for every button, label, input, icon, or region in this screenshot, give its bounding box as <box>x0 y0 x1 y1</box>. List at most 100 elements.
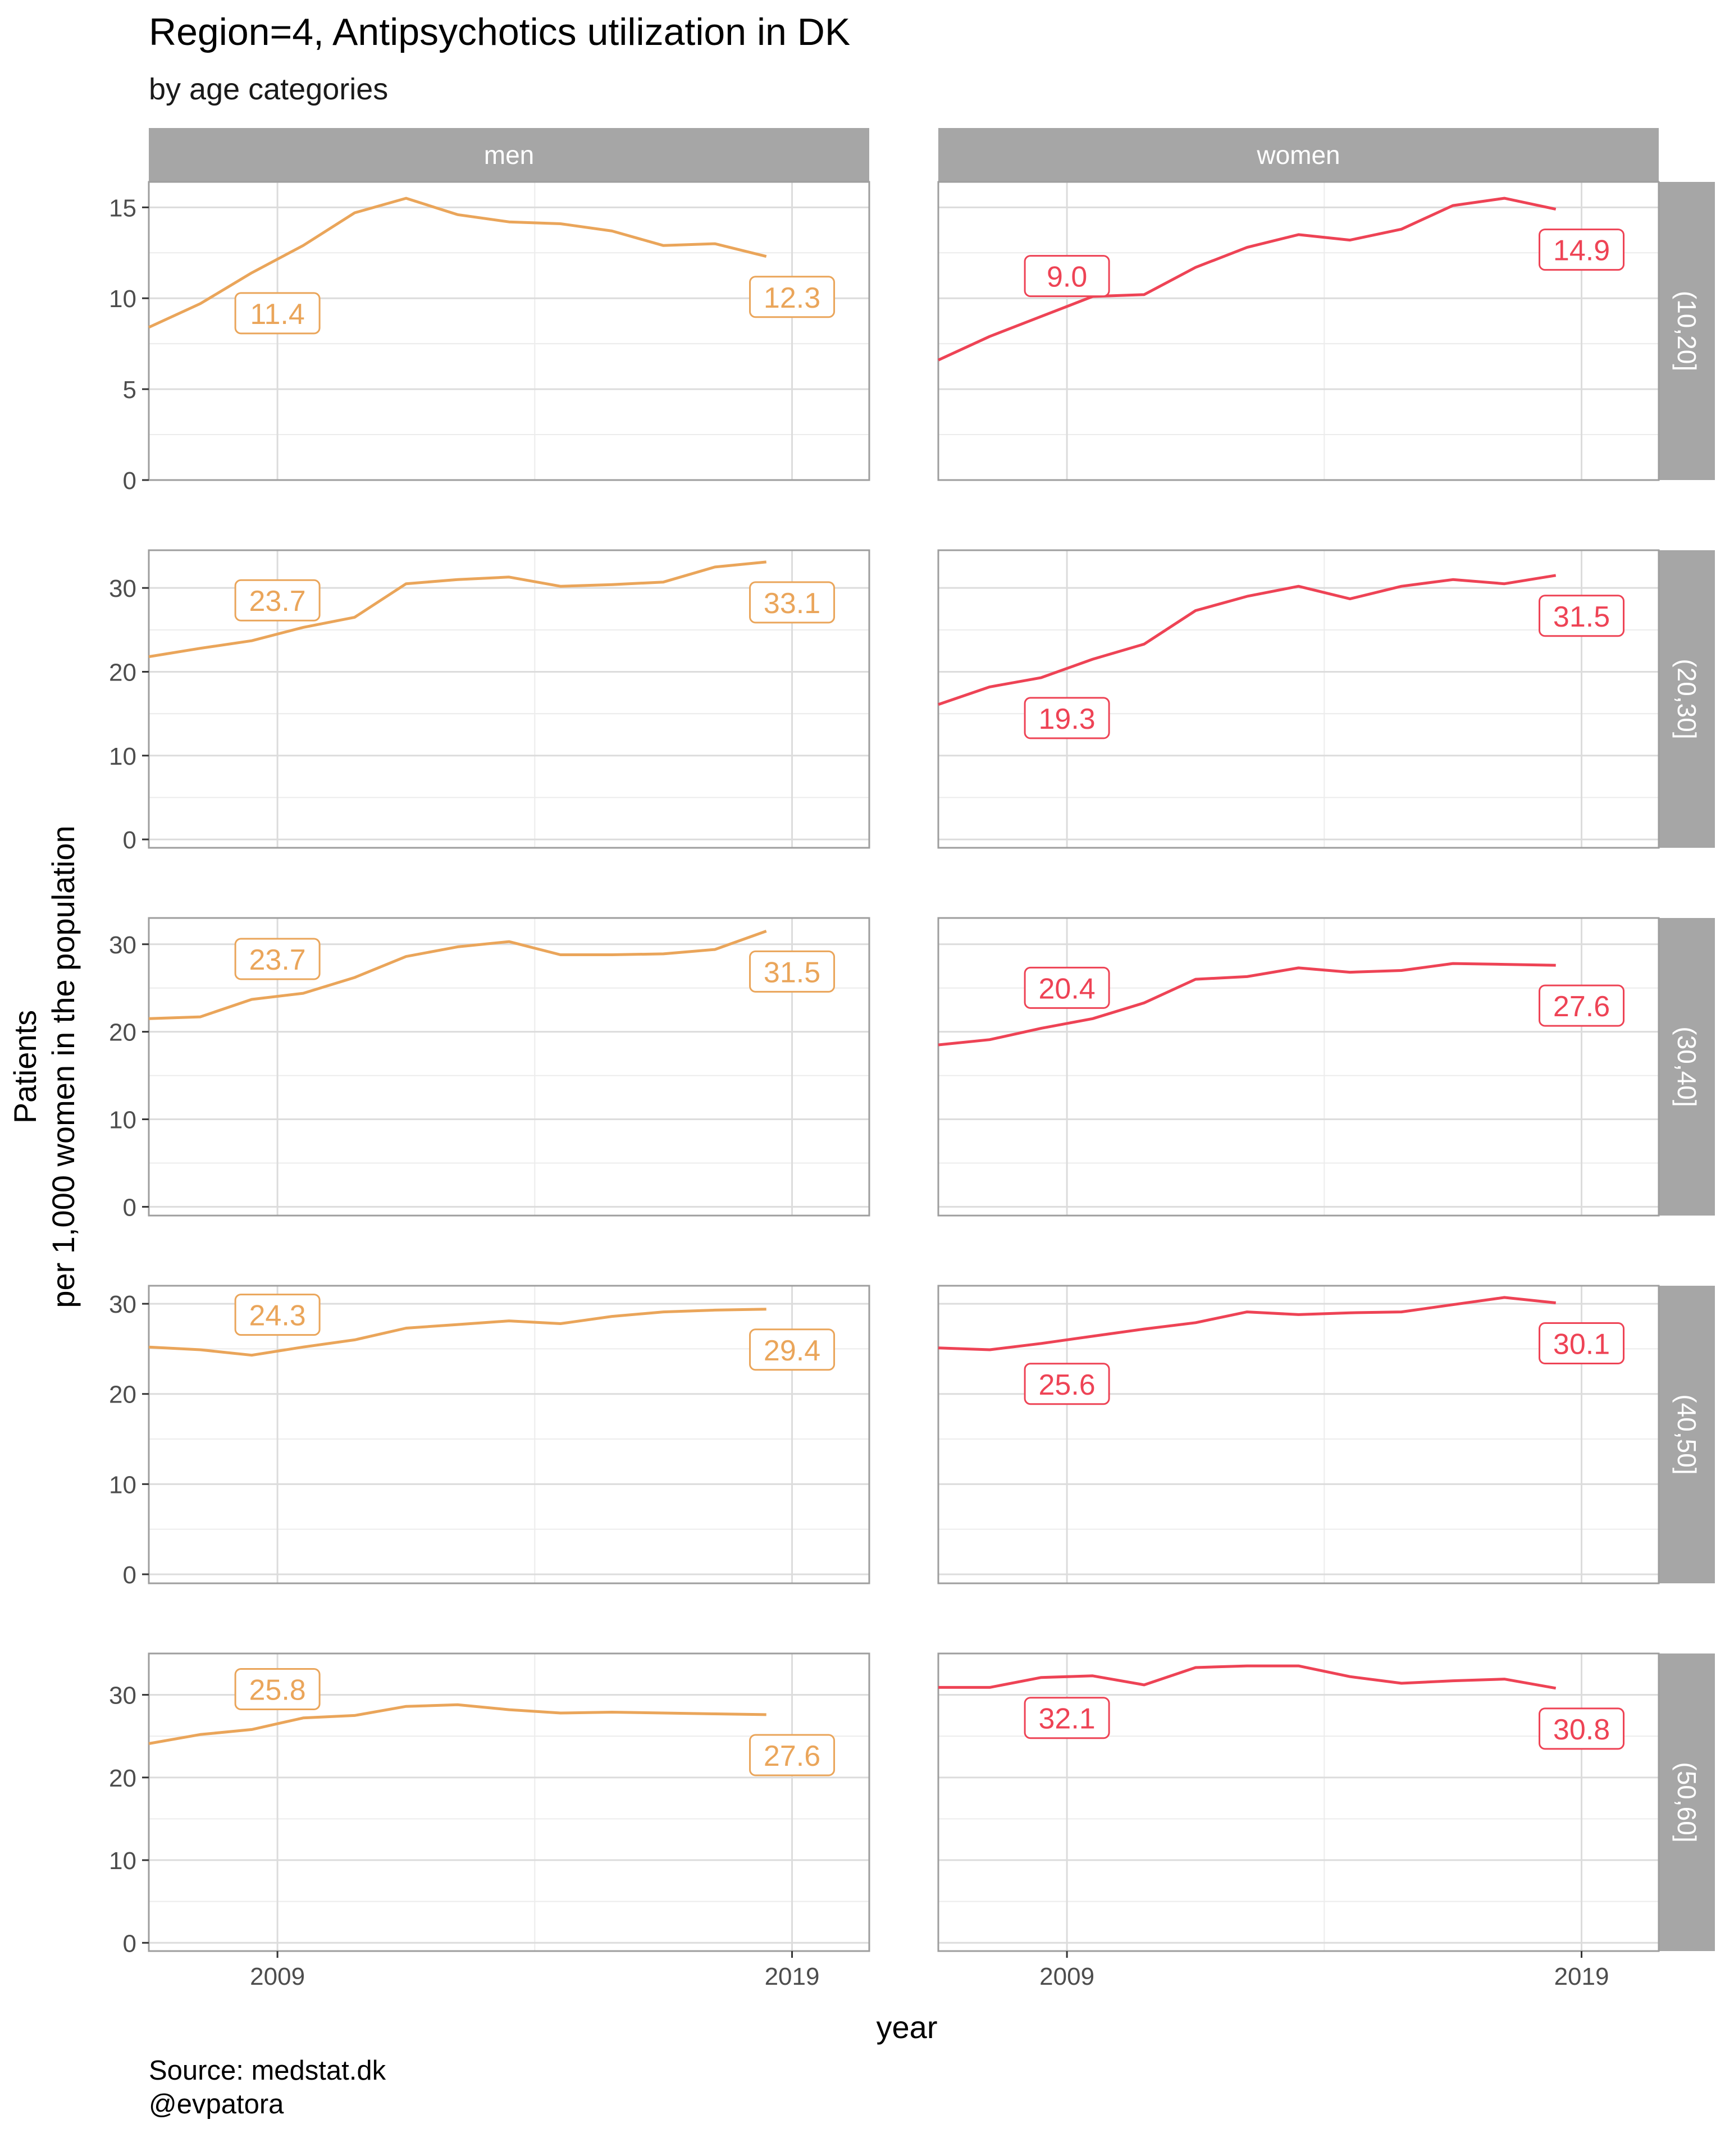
y-tick-label: 0 <box>123 826 136 854</box>
data-label: 27.6 <box>1553 990 1610 1023</box>
caption-source: Source: medstat.dk <box>149 2055 386 2086</box>
data-label-box <box>1024 255 1110 298</box>
data-label-box <box>749 581 836 624</box>
data-label-box <box>234 1294 321 1336</box>
data-label: 19.3 <box>1038 703 1095 736</box>
y-tick-label: 10 <box>109 1471 136 1499</box>
facet-strip-men <box>149 128 869 182</box>
y-tick-label: 20 <box>109 1019 136 1047</box>
x-tick-label: 2019 <box>765 1963 820 1990</box>
data-label: 11.4 <box>250 298 304 331</box>
y-tick-label: 0 <box>123 1194 136 1221</box>
data-label: 30.8 <box>1553 1714 1610 1746</box>
facet-strip-label: men <box>484 140 534 170</box>
chart-title: Region=4, Antipsychotics utilization in … <box>149 11 851 53</box>
y-tick-label: 20 <box>109 1765 136 1792</box>
series-line-women <box>938 1664 1557 1690</box>
panel-border <box>937 917 1660 1217</box>
facet-strip-row-label: (40,50] <box>1672 1394 1701 1474</box>
data-label-box <box>1539 595 1625 637</box>
data-label-box <box>1024 697 1110 739</box>
facet-strip-row <box>1659 550 1715 848</box>
y-tick-label: 15 <box>109 194 136 222</box>
panel-border <box>148 181 870 481</box>
facet-strip-row-label: (30,40] <box>1672 1026 1701 1107</box>
data-label: 14.9 <box>1553 235 1610 267</box>
x-tick-label: 2009 <box>1039 1963 1094 1990</box>
data-label-box <box>234 579 321 622</box>
panel-border <box>937 181 1660 481</box>
data-label-box <box>749 950 836 993</box>
y-tick-label: 10 <box>109 1107 136 1134</box>
series-line-women <box>938 1296 1556 1351</box>
data-label: 20.4 <box>1038 972 1095 1005</box>
series-line-men <box>148 1703 766 1745</box>
data-label-box <box>1024 966 1110 1009</box>
y-tick-label: 30 <box>109 1291 136 1318</box>
y-tick-label: 0 <box>123 1930 136 1957</box>
facet-strip-row-label: (50,60] <box>1672 1762 1701 1842</box>
facet-strip-women <box>938 128 1659 182</box>
y-tick-label: 5 <box>123 376 136 404</box>
y-tick-label: 20 <box>109 659 136 686</box>
facet-strip-label: women <box>1256 140 1340 170</box>
data-label: 30.1 <box>1553 1328 1610 1361</box>
y-axis-title-line: per 1,000 women in the population <box>45 825 81 1308</box>
facet-strip-row <box>1659 918 1715 1216</box>
y-axis-title-line: Patients <box>7 1010 43 1123</box>
data-label: 12.3 <box>764 282 820 314</box>
panel-border <box>148 549 870 849</box>
y-tick-label: 10 <box>109 1847 136 1875</box>
data-label: 32.1 <box>1038 1703 1095 1735</box>
x-axis-title: year <box>877 2009 938 2045</box>
data-label-box <box>1539 229 1625 271</box>
y-axis-title: Patientsper 1,000 women in the populatio… <box>7 825 81 1308</box>
y-tick-label: 30 <box>109 575 136 602</box>
x-tick-label: 2019 <box>1554 1963 1609 1990</box>
data-label-box <box>1024 1363 1110 1405</box>
data-label: 27.6 <box>764 1740 820 1773</box>
data-label-box <box>1539 1707 1625 1750</box>
y-tick-label: 30 <box>109 1682 136 1710</box>
panel-border <box>148 1652 870 1952</box>
panel-border <box>148 1285 870 1584</box>
data-label: 29.4 <box>764 1335 820 1367</box>
y-tick-label: 0 <box>123 1561 136 1589</box>
caption-handle: @evpatora <box>149 2089 284 2120</box>
data-label-box <box>1539 1322 1625 1365</box>
panel-border <box>937 1285 1660 1584</box>
y-tick-label: 0 <box>123 467 136 495</box>
data-label: 23.7 <box>249 585 305 618</box>
facet-strip-row-label: (10,20] <box>1672 291 1701 371</box>
data-label-box <box>234 1668 321 1710</box>
data-label-box <box>749 1734 836 1776</box>
facet-strip-row-label: (20,30] <box>1672 659 1701 739</box>
series-line-women <box>937 197 1557 362</box>
y-tick-label: 20 <box>109 1381 136 1409</box>
panel-border <box>937 549 1660 849</box>
series-line-men <box>148 197 767 329</box>
data-label-box <box>234 938 321 980</box>
data-label: 33.1 <box>764 587 820 620</box>
data-label: 25.6 <box>1038 1369 1095 1401</box>
data-label-box <box>234 292 321 335</box>
data-label-box <box>1024 1697 1110 1739</box>
data-label: 9.0 <box>1047 261 1087 294</box>
panel-border <box>148 917 870 1217</box>
chart-subtitle: by age categories <box>149 72 389 106</box>
data-label: 23.7 <box>249 944 305 976</box>
x-tick-label: 2009 <box>250 1963 305 1990</box>
chart-caption: Source: medstat.dk @evpatora <box>149 2054 386 2121</box>
data-label: 31.5 <box>1553 601 1610 633</box>
y-tick-label: 30 <box>109 931 136 959</box>
data-label: 25.8 <box>249 1674 305 1706</box>
y-tick-label: 10 <box>109 743 136 770</box>
series-line-women <box>938 574 1557 706</box>
facet-strip-row <box>1659 1286 1715 1583</box>
facet-strip-row <box>1659 1653 1715 1951</box>
data-label-box <box>1539 984 1625 1027</box>
series-line-men <box>148 930 767 1020</box>
panel-border <box>937 1652 1660 1952</box>
facet-strip-row <box>1659 182 1715 480</box>
